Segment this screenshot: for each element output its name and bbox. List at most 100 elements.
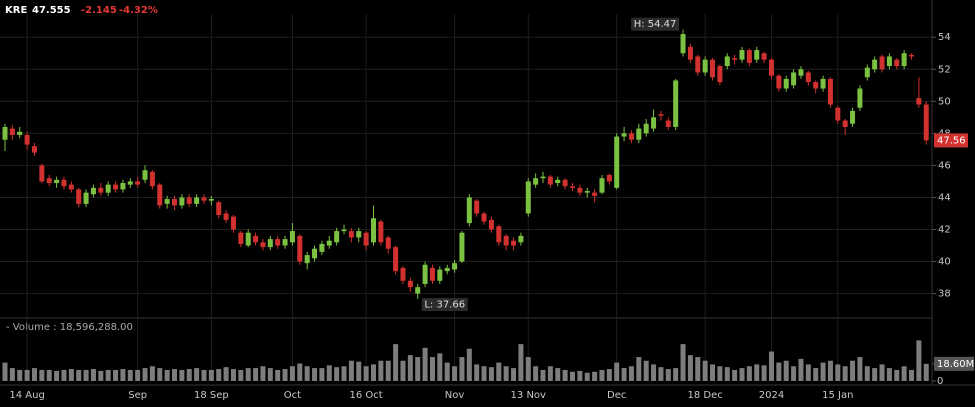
x-tick-label: 18 Sep	[194, 390, 229, 401]
volume-bar	[857, 357, 863, 381]
candle-body	[260, 242, 266, 248]
candle-body	[835, 107, 841, 121]
volume-bar	[46, 369, 52, 381]
candle-body	[245, 232, 251, 246]
volume-bar	[805, 364, 811, 381]
candle-body	[820, 78, 826, 89]
candle-body	[474, 200, 480, 214]
candle-body	[312, 248, 318, 259]
y-tick-label: 40	[938, 257, 951, 268]
candle-body	[400, 267, 406, 281]
candle-body	[31, 146, 37, 153]
volume-bar	[569, 371, 575, 381]
volume-bar	[665, 369, 671, 381]
volume-bar	[614, 362, 620, 381]
volume-bar	[724, 367, 730, 381]
volume-bar	[761, 365, 767, 381]
volume-bar	[282, 369, 288, 381]
volume-bar	[275, 369, 281, 381]
candle-body	[503, 235, 509, 246]
candle-body	[297, 235, 303, 262]
volume-bar	[54, 370, 60, 381]
candle-body	[135, 181, 141, 185]
volume-bar	[149, 366, 155, 381]
candle-body	[518, 235, 524, 243]
volume-bar	[503, 366, 509, 381]
candle-body	[680, 34, 686, 54]
y-tick-label: 42	[938, 224, 951, 235]
x-tick-label: 14 Aug	[9, 390, 44, 401]
candle-body	[562, 179, 568, 187]
candle-body	[289, 231, 295, 243]
candle-body	[253, 235, 259, 243]
candle-body	[717, 66, 723, 83]
candle-body	[46, 178, 52, 184]
x-tick-label: Oct	[284, 390, 301, 401]
candle-body	[348, 231, 354, 238]
candle-body	[385, 237, 391, 249]
candle-body	[282, 239, 288, 246]
volume-bar	[142, 368, 148, 381]
volume-bar	[238, 369, 244, 381]
candle-body	[511, 240, 517, 246]
volume-bar	[533, 366, 539, 381]
candle-body	[533, 178, 539, 185]
candle-body	[83, 192, 89, 204]
candle-body	[429, 267, 435, 281]
volume-bar	[61, 369, 67, 381]
candle-body	[525, 181, 531, 214]
volume-bar	[31, 368, 37, 381]
candle-body	[886, 56, 892, 67]
candle-body	[407, 280, 413, 288]
candle-body	[422, 264, 428, 284]
volume-bar	[643, 360, 649, 381]
candle-body	[643, 123, 649, 134]
x-tick-label: 16 Oct	[350, 390, 383, 401]
volume-bar	[842, 366, 848, 381]
volume-bar	[739, 368, 745, 381]
candle-body	[746, 50, 752, 63]
volume-bar	[76, 369, 82, 381]
candle-body	[201, 197, 207, 201]
candle-body	[724, 56, 730, 67]
volume-bar	[496, 362, 502, 381]
candle-body	[149, 171, 155, 187]
volume-bar	[415, 357, 421, 381]
volume-bar	[400, 360, 406, 381]
candle-body	[894, 59, 900, 67]
volume-bar	[710, 364, 716, 381]
candle-body	[230, 216, 236, 230]
candle-body	[371, 218, 376, 243]
volume-bar	[334, 367, 340, 381]
volume-bar	[157, 368, 163, 381]
volume-bar	[702, 360, 708, 381]
volume-bar	[518, 344, 524, 381]
volume-bar	[732, 369, 738, 381]
volume-bar	[39, 369, 45, 381]
candle-body	[798, 69, 804, 76]
y-tick-label: 50	[938, 96, 951, 107]
candle-body	[267, 239, 273, 248]
volume-bar	[909, 369, 915, 381]
candle-body	[496, 226, 502, 243]
volume-bar	[695, 357, 701, 381]
volume-bar	[120, 369, 126, 381]
x-tick-label: 2024	[759, 390, 784, 401]
candle-body	[909, 54, 915, 57]
volume-bar	[230, 369, 236, 381]
candle-body	[142, 170, 148, 180]
volume-bar	[886, 368, 892, 381]
x-tick-label: Sep	[128, 390, 147, 401]
volume-bar	[466, 348, 472, 381]
candle-body	[658, 114, 664, 116]
volume-bar	[673, 368, 679, 381]
candle-body	[223, 213, 229, 220]
volume-bar	[547, 366, 553, 381]
volume-bar	[820, 362, 826, 381]
candle-body	[186, 197, 192, 204]
volume-bar	[105, 369, 111, 381]
volume-bar	[555, 368, 561, 381]
candle-body	[98, 187, 104, 193]
candle-body	[606, 175, 612, 182]
